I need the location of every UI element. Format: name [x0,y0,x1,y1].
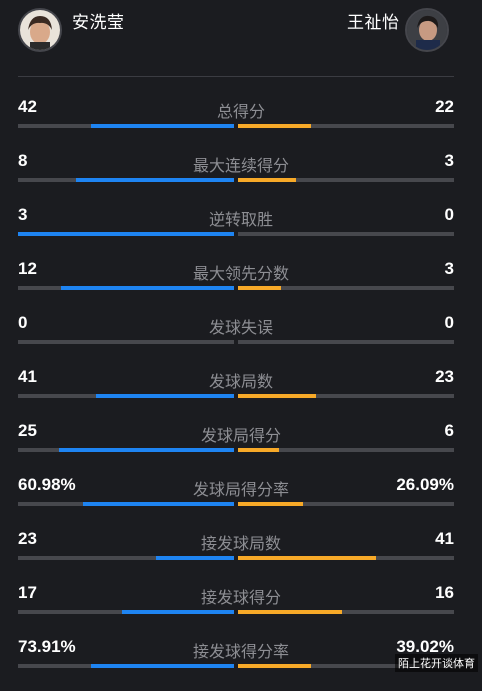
stat-right-bar-track [238,124,454,128]
stat-right-value: 3 [444,151,454,170]
stat-left-value: 60.98% [18,475,76,494]
stat-label: 发球局数 [208,372,273,391]
stat-left-bar-fill [95,394,234,398]
stat-left-bar-track [18,178,234,182]
stat-row: 发球局得分 25 6 [0,421,482,475]
stat-left-bar-fill [61,286,234,290]
player-left-portrait-icon [20,10,60,50]
stat-right-bar-fill [238,394,316,398]
player-left-avatar[interactable] [18,8,62,52]
stat-right-value: 0 [444,205,454,224]
stat-left-value: 41 [18,367,37,386]
stat-right-bar-fill [238,178,297,182]
stat-label: 发球局得分率 [192,480,289,499]
stat-left-bar-track [18,610,234,614]
stat-left-bar-track [18,502,234,506]
stat-right-bar-fill [238,124,312,128]
stat-right-bar-track [238,286,454,290]
stat-left-value: 17 [18,583,37,602]
stat-row: 最大领先分数 12 3 [0,259,482,313]
stat-right-bar-track [238,448,454,452]
stat-right-value: 6 [444,421,454,440]
stat-row: 接发球得分 17 16 [0,583,482,637]
player-right-name: 王祉怡 [347,13,400,33]
stat-left-bar-fill [156,556,234,560]
stat-label: 发球局得分 [200,426,281,445]
stat-right-bar-fill [238,502,303,506]
stat-left-bar-track [18,394,234,398]
stat-right-value: 39.02% [396,637,454,656]
stat-left-value: 8 [18,151,28,170]
stat-right-value: 22 [435,97,454,116]
stat-left-bar-fill [59,448,234,452]
stat-label: 发球失误 [208,318,273,337]
stat-left-bar-fill [121,610,234,614]
stat-left-value: 25 [18,421,37,440]
watermark: 陌上花开谈体育 [395,654,478,672]
stat-left-bar-fill [82,502,234,506]
player-left-name: 安洗莹 [72,13,125,33]
stat-right-value: 16 [435,583,454,602]
stat-right-bar-track [238,610,454,614]
player-right-portrait-icon [407,10,447,50]
match-header: 安洗莹 王祉怡 [0,0,482,78]
stat-left-bar-track [18,232,234,236]
stat-label: 最大连续得分 [192,156,289,175]
stat-row: 发球失误 0 0 [0,313,482,367]
stat-label: 接发球得分率 [192,642,289,661]
stat-left-bar-track [18,448,234,452]
stat-left-bar-fill [91,664,234,668]
stat-row: 发球局得分率 60.98% 26.09% [0,475,482,529]
stat-left-bar-fill [91,124,234,128]
stat-label: 逆转取胜 [208,210,273,229]
stat-right-bar-fill [238,664,312,668]
stat-right-bar-fill [238,448,280,452]
stat-row: 发球局数 41 23 [0,367,482,421]
stat-right-bar-fill [238,610,342,614]
stat-left-value: 42 [18,97,37,116]
stat-right-value: 0 [444,313,454,332]
stat-label: 总得分 [216,102,265,121]
stat-left-value: 23 [18,529,37,548]
stat-row: 最大连续得分 8 3 [0,151,482,205]
stat-right-bar-fill [238,556,377,560]
player-right-avatar[interactable] [405,8,449,52]
stat-row: 总得分 42 22 [0,97,482,151]
stat-right-bar-track [238,502,454,506]
stat-right-bar-track [238,556,454,560]
stat-label: 最大领先分数 [192,264,289,283]
stat-right-bar-track [238,232,454,236]
stat-left-bar-track [18,286,234,290]
stat-left-bar-fill [76,178,234,182]
stat-row: 逆转取胜 3 0 [0,205,482,259]
stat-left-bar-track [18,340,234,344]
stat-right-bar-track [238,178,454,182]
stat-left-bar-track [18,664,234,668]
stat-right-value: 3 [444,259,454,278]
stat-row: 接发球得分率 73.91% 39.02% [0,637,482,691]
stat-row: 接发球局数 23 41 [0,529,482,583]
stat-right-value: 26.09% [396,475,454,494]
stat-right-value: 41 [435,529,454,548]
stat-left-bar-track [18,556,234,560]
stat-label: 接发球局数 [200,534,281,553]
stat-left-value: 12 [18,259,37,278]
stat-right-value: 23 [435,367,454,386]
stat-left-value: 3 [18,205,28,224]
stat-right-bar-fill [238,286,282,290]
stat-right-bar-track [238,340,454,344]
stat-right-bar-track [238,394,454,398]
header-divider [18,76,454,77]
stat-label: 接发球得分 [200,588,281,607]
stat-right-bar-track [238,664,454,668]
stat-left-bar-track [18,124,234,128]
stat-left-value: 0 [18,313,28,332]
stat-left-bar-fill [18,232,234,236]
stat-left-value: 73.91% [18,637,76,656]
